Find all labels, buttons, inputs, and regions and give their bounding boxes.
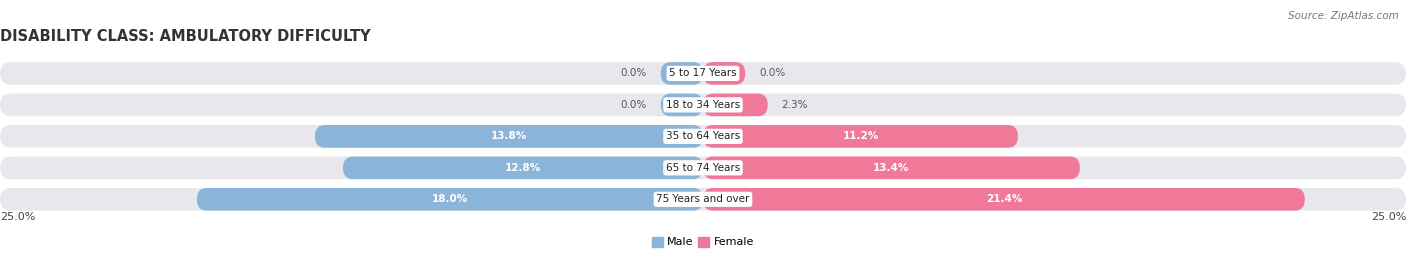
Text: 21.4%: 21.4% [986, 194, 1022, 204]
Text: 0.0%: 0.0% [620, 68, 647, 79]
Legend: Male, Female: Male, Female [647, 232, 759, 252]
Text: 13.8%: 13.8% [491, 131, 527, 141]
FancyBboxPatch shape [0, 94, 1406, 116]
FancyBboxPatch shape [0, 188, 1406, 211]
Text: 5 to 17 Years: 5 to 17 Years [669, 68, 737, 79]
FancyBboxPatch shape [315, 125, 703, 148]
Text: 25.0%: 25.0% [1371, 212, 1406, 222]
FancyBboxPatch shape [197, 188, 703, 211]
Text: 12.8%: 12.8% [505, 163, 541, 173]
Text: 25.0%: 25.0% [0, 212, 35, 222]
FancyBboxPatch shape [703, 62, 745, 85]
FancyBboxPatch shape [661, 62, 703, 85]
FancyBboxPatch shape [703, 157, 1080, 179]
Text: 75 Years and over: 75 Years and over [657, 194, 749, 204]
Text: 0.0%: 0.0% [759, 68, 786, 79]
FancyBboxPatch shape [0, 62, 1406, 85]
Text: 0.0%: 0.0% [620, 100, 647, 110]
FancyBboxPatch shape [661, 94, 703, 116]
Text: 65 to 74 Years: 65 to 74 Years [666, 163, 740, 173]
FancyBboxPatch shape [703, 125, 1018, 148]
FancyBboxPatch shape [343, 157, 703, 179]
Text: 35 to 64 Years: 35 to 64 Years [666, 131, 740, 141]
FancyBboxPatch shape [0, 157, 1406, 179]
Text: 18 to 34 Years: 18 to 34 Years [666, 100, 740, 110]
FancyBboxPatch shape [703, 188, 1305, 211]
Text: 11.2%: 11.2% [842, 131, 879, 141]
Text: Source: ZipAtlas.com: Source: ZipAtlas.com [1288, 11, 1399, 21]
Text: 13.4%: 13.4% [873, 163, 910, 173]
Text: 2.3%: 2.3% [782, 100, 808, 110]
Text: DISABILITY CLASS: AMBULATORY DIFFICULTY: DISABILITY CLASS: AMBULATORY DIFFICULTY [0, 28, 371, 43]
FancyBboxPatch shape [703, 94, 768, 116]
Text: 18.0%: 18.0% [432, 194, 468, 204]
FancyBboxPatch shape [0, 125, 1406, 148]
